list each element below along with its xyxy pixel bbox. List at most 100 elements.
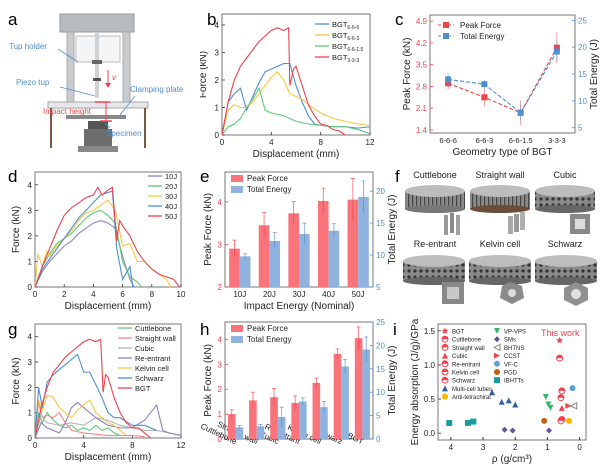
x-tick-label: 0 [220,138,225,147]
x-tick-label: 4 [449,443,454,452]
y-tick-label: 3 [218,360,223,369]
y2-tick-label: 5 [376,283,381,292]
legend-marker [443,33,449,39]
x-axis-label: Impact Energy (Nominal) [244,301,355,312]
chart-i-energy-absorption-scatter: 4 3 2 1 0 0.0 0.5 1.0 1.5 ρ (g/cm³) Energy absorpt… [410,318,587,465]
legend-marker [441,327,449,335]
legend-label: Cuttlebone [135,324,171,333]
legend-label: SMs [504,338,516,344]
series-line-schwarz [34,353,157,439]
legend-label: Kelvin cell [135,364,169,373]
y-tick-label: 2 [218,283,223,292]
series-line-re-entrant [34,401,182,439]
re-entrant-render [403,255,465,304]
bar-total-energy [299,401,307,439]
y-tick-label: 0 [28,434,33,443]
y2-tick-label: 15 [376,219,385,228]
structure-label-cuttlebone: Cuttlebone [413,170,457,180]
y-tick-label: 1 [215,104,220,113]
y-tick-label: 2 [215,76,220,85]
y-axis-label: Peak Force (kN) [203,193,214,266]
series-line-50j [34,186,180,288]
panel-label-d: d [8,167,18,186]
legend-label: VP-VPS [504,330,526,336]
y-axis-label: Peak Force (kN) [203,344,214,417]
y-axis-label: Force (kN) [11,357,22,404]
legend-marker [443,22,449,28]
bar-peak-force [317,200,329,287]
marker-vp-vps [542,394,549,401]
legend-label: Re-entrant [452,362,481,368]
y-tick-label: 3 [215,49,220,58]
y-tick-label: 0 [215,131,220,140]
series-line-cuttlebone [34,411,121,439]
legend-marker-fill [442,369,448,372]
marker-multi-cell-tubes [498,398,505,405]
legend-label: Total Energy [247,335,291,344]
y2-tick-label: 25 [376,318,385,327]
y-tick-label: 3 [28,358,33,367]
y2-axis-label: Total Energy (J) [387,194,398,264]
y-tick-label: 1.4 [416,126,428,135]
x-tick-label: 40J [322,290,335,299]
x-tick-label: 0 [33,441,38,450]
y2-tick-label: 10 [578,97,587,106]
legend-marker [494,360,500,367]
marker-ibhtts [464,419,471,426]
legend-label: Cuttlebone [452,338,482,344]
x-tick-label: 8 [130,441,135,450]
panel-label-e: e [200,167,210,186]
legend-label: Total Energy [247,185,291,194]
panel-label-f: f [395,167,400,186]
x-axis-label: Geometry type of BGT [452,147,552,158]
y-tick-label: 0.0 [424,429,436,438]
marker-ccst [565,402,572,409]
legend-label: Cubic [135,344,154,353]
y-tick-label: 4 [28,181,33,190]
drop-tower-diagram: Tup holder Piezo tup Clamping plate Impa… [9,13,184,152]
y-tick-label: 0.5 [424,395,436,404]
series-line-kelvin-cell [34,394,127,439]
x-tick-label: 8 [318,138,323,147]
x-tick-label: 2 [62,290,67,299]
series-line-20j [34,209,142,288]
y-tick-label: 2.8 [416,82,428,91]
bar-total-energy [239,256,251,287]
x-tick-label: 6-6-3 [476,136,494,145]
bar-total-energy [358,196,369,287]
legend-label: 30J [165,192,177,201]
x-tick-label: 10 [177,290,186,299]
marker-sms [501,426,508,433]
bar-total-energy [362,349,371,439]
chart-h-structure-bars: 0 1 2 3 4 0 5 10 15 20 25 Peak Force (kN) Total Ener… [200,318,398,446]
legend-label: Straight wall [135,334,176,343]
legend-label: Re-entrant [135,354,171,363]
marker-straight-wall-fill [557,394,564,398]
y-tick-label: 1 [218,410,223,419]
y-tick-label: 2 [28,383,33,392]
y2-tick-label: 20 [578,43,587,52]
legend-label: CCST [504,354,521,360]
y-tick-label: 4 [218,335,223,344]
y2-tick-label: 10 [376,251,385,260]
bar-peak-force [288,213,299,287]
x-tick-label: 12 [366,138,375,147]
marker-ibhtts [470,418,477,425]
y-tick-label: 1 [28,409,33,418]
bar-total-energy [256,426,265,439]
label-clamping-plate: Clamping plate [130,85,184,94]
bar-peak-force [227,414,236,439]
series-line-cubic [34,414,182,439]
legend-marker [494,336,500,343]
marker-multi-cell-tubes [489,389,496,396]
series-line-peak-force [447,47,558,114]
bar-total-energy [277,417,286,439]
legend-label: Cubic [452,354,467,360]
data-point [517,109,524,116]
series-line-total-energy [448,51,558,114]
legend-marker [494,369,500,375]
x-axis-label: Displacement (mm) [65,301,152,312]
marker-multi-cell-tubes [505,397,512,404]
panel-f-structures: Cuttlebone Straight wall Cubic Re-entran… [400,160,600,310]
legend-label: Total Energy [460,32,504,41]
